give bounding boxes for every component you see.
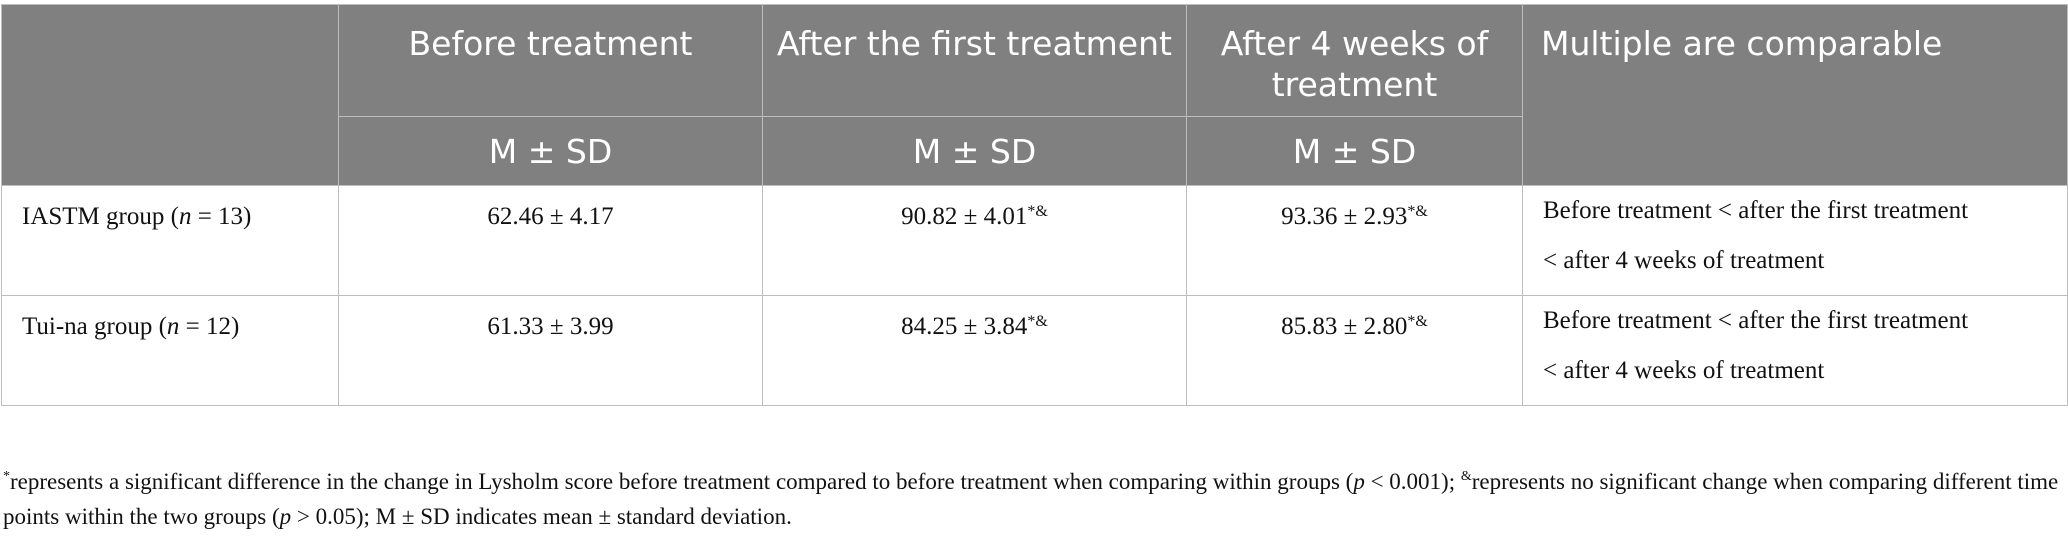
cell-after-4w: 93.36 ± 2.93*& [1186,185,1523,296]
header-after-4-weeks: After 4 weeks of treatment [1186,4,1523,117]
cell-before: 61.33 ± 3.99 [338,295,763,406]
significance-mark: *& [1407,203,1428,220]
cell-before: 62.46 ± 4.17 [338,185,763,296]
value: 93.36 ± 2.93 [1281,203,1408,230]
ampersand-mark: & [1460,469,1472,484]
group-label-iastm: IASTM group (n = 13) [1,185,339,296]
group-name: IASTM group ( [22,203,179,230]
group-name: Tui-na group ( [22,313,167,340]
header-after-first-treatment: After the first treatment [762,4,1187,117]
subheader-msd-after-first: M ± SD [762,116,1187,186]
significance-mark: *& [1027,203,1048,220]
star-mark: * [3,469,10,484]
cell-after-4w: 85.83 ± 2.80*& [1186,295,1523,406]
value: 90.82 ± 4.01 [901,203,1028,230]
n-symbol: n [166,313,180,340]
cell-after-first: 90.82 ± 4.01*& [762,185,1187,296]
table-row: Tui-na group (n = 12) 61.33 ± 3.99 84.25… [1,295,2068,406]
value: 85.83 ± 2.80 [1281,313,1408,340]
cell-after-first: 84.25 ± 3.84*& [762,295,1187,406]
group-label-tuina: Tui-na group (n = 12) [1,295,339,406]
significance-mark: *& [1407,313,1428,330]
header-group-label [1,4,339,186]
table-footnote: *represents a significant difference in … [3,469,2059,529]
header-before-treatment: Before treatment [338,4,763,117]
subheader-msd-after-4w: M ± SD [1186,116,1523,186]
cell-comparison: Before treatment < after the first treat… [1522,295,2068,406]
cell-comparison: Before treatment < after the first treat… [1522,185,2068,296]
header-multiple-comparisons: Multiple are comparable [1522,4,2068,186]
n-value: = 13) [191,203,252,230]
lysholm-score-table: Before treatment After the first treatme… [1,4,2068,406]
significance-mark: *& [1027,313,1048,330]
table-row: IASTM group (n = 13) 62.46 ± 4.17 90.82 … [1,185,2068,296]
table-container: Before treatment After the first treatme… [0,4,2068,406]
value: 84.25 ± 3.84 [901,313,1028,340]
n-symbol: n [178,203,192,230]
subheader-msd-before: M ± SD [338,116,763,186]
n-value: = 12) [179,313,240,340]
subheader-row: M ± SD M ± SD M ± SD [2,116,2068,186]
header-row: Before treatment After the first treatme… [1,4,2068,186]
